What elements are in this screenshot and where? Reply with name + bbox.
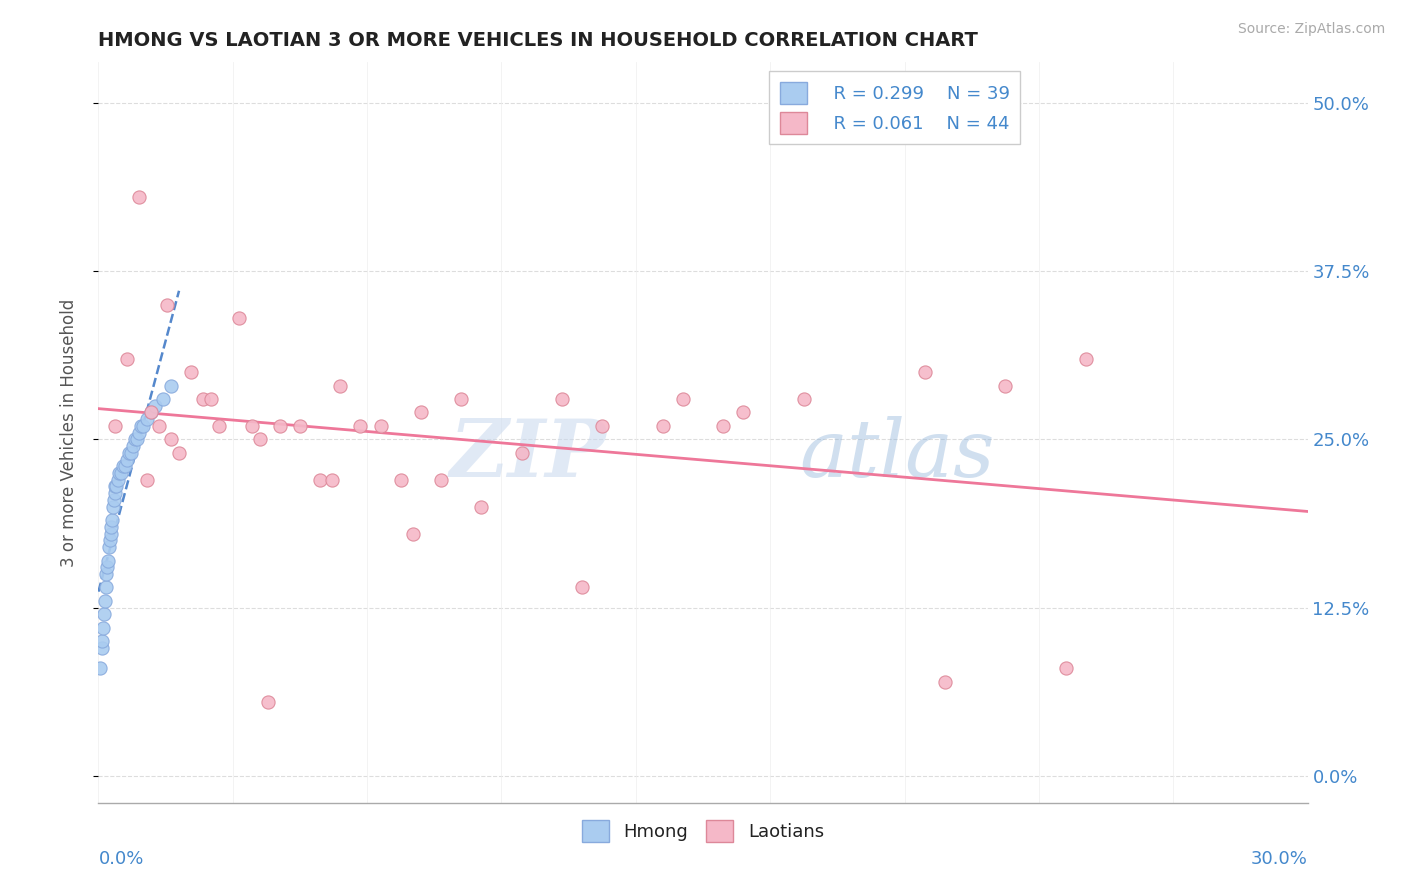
Point bbox=[228, 311, 250, 326]
Point bbox=[450, 392, 472, 406]
Point bbox=[90, 640, 112, 655]
Point bbox=[111, 459, 134, 474]
Point bbox=[733, 405, 755, 419]
Point bbox=[124, 433, 146, 447]
Text: Source: ZipAtlas.com: Source: ZipAtlas.com bbox=[1237, 22, 1385, 37]
Point bbox=[349, 418, 371, 433]
Point bbox=[551, 392, 574, 406]
Point bbox=[200, 392, 222, 406]
Point bbox=[914, 365, 936, 379]
Point bbox=[135, 473, 157, 487]
Point bbox=[329, 378, 352, 392]
Y-axis label: 3 or more Vehicles in Household: 3 or more Vehicles in Household bbox=[59, 299, 77, 566]
Point bbox=[208, 418, 231, 433]
Point bbox=[101, 513, 124, 527]
Text: 0.0%: 0.0% bbox=[98, 850, 143, 868]
Point bbox=[510, 446, 533, 460]
Point bbox=[100, 520, 122, 534]
Point bbox=[114, 459, 136, 474]
Point bbox=[128, 425, 150, 440]
Point bbox=[93, 607, 115, 622]
Point bbox=[651, 418, 673, 433]
Point bbox=[132, 418, 155, 433]
Point bbox=[148, 418, 170, 433]
Point bbox=[107, 473, 129, 487]
Point bbox=[89, 661, 111, 675]
Point bbox=[91, 621, 114, 635]
Point bbox=[321, 473, 343, 487]
Point bbox=[156, 298, 179, 312]
Point bbox=[125, 433, 148, 447]
Point bbox=[571, 581, 593, 595]
Point bbox=[118, 446, 141, 460]
Point bbox=[139, 405, 162, 419]
Point bbox=[103, 418, 125, 433]
Legend: Hmong, Laotians: Hmong, Laotians bbox=[575, 813, 831, 849]
Point bbox=[98, 533, 121, 548]
Point bbox=[108, 466, 131, 480]
Point bbox=[128, 190, 150, 204]
Point bbox=[256, 695, 278, 709]
Point bbox=[288, 418, 311, 433]
Point bbox=[97, 540, 120, 554]
Point bbox=[103, 492, 125, 507]
Point bbox=[129, 418, 152, 433]
Point bbox=[160, 433, 183, 447]
Point bbox=[104, 479, 127, 493]
Point bbox=[409, 405, 432, 419]
Point bbox=[167, 446, 190, 460]
Point bbox=[1054, 661, 1077, 675]
Text: atlas: atlas bbox=[800, 416, 995, 493]
Point bbox=[97, 553, 120, 567]
Point bbox=[402, 526, 425, 541]
Point bbox=[672, 392, 695, 406]
Point bbox=[110, 466, 132, 480]
Text: 30.0%: 30.0% bbox=[1251, 850, 1308, 868]
Point bbox=[249, 433, 271, 447]
Point bbox=[100, 526, 122, 541]
Point bbox=[139, 405, 162, 419]
Point bbox=[115, 452, 138, 467]
Point bbox=[389, 473, 412, 487]
Point bbox=[94, 594, 117, 608]
Point bbox=[121, 439, 143, 453]
Point bbox=[193, 392, 215, 406]
Point bbox=[101, 500, 124, 514]
Point bbox=[470, 500, 492, 514]
Point bbox=[96, 566, 118, 581]
Point bbox=[994, 378, 1017, 392]
Point bbox=[309, 473, 332, 487]
Point bbox=[143, 399, 166, 413]
Point bbox=[269, 418, 291, 433]
Point bbox=[115, 351, 138, 366]
Point bbox=[135, 412, 157, 426]
Point bbox=[370, 418, 392, 433]
Point bbox=[105, 479, 128, 493]
Point bbox=[934, 674, 956, 689]
Point bbox=[96, 560, 118, 574]
Point bbox=[160, 378, 183, 392]
Text: ZIP: ZIP bbox=[450, 416, 606, 493]
Point bbox=[1074, 351, 1097, 366]
Point bbox=[120, 446, 142, 460]
Point bbox=[711, 418, 734, 433]
Point bbox=[240, 418, 263, 433]
Point bbox=[793, 392, 815, 406]
Point bbox=[103, 486, 125, 500]
Point bbox=[94, 581, 117, 595]
Point bbox=[91, 634, 114, 648]
Point bbox=[180, 365, 202, 379]
Point bbox=[591, 418, 613, 433]
Point bbox=[430, 473, 453, 487]
Point bbox=[152, 392, 174, 406]
Text: HMONG VS LAOTIAN 3 OR MORE VEHICLES IN HOUSEHOLD CORRELATION CHART: HMONG VS LAOTIAN 3 OR MORE VEHICLES IN H… bbox=[98, 30, 979, 50]
